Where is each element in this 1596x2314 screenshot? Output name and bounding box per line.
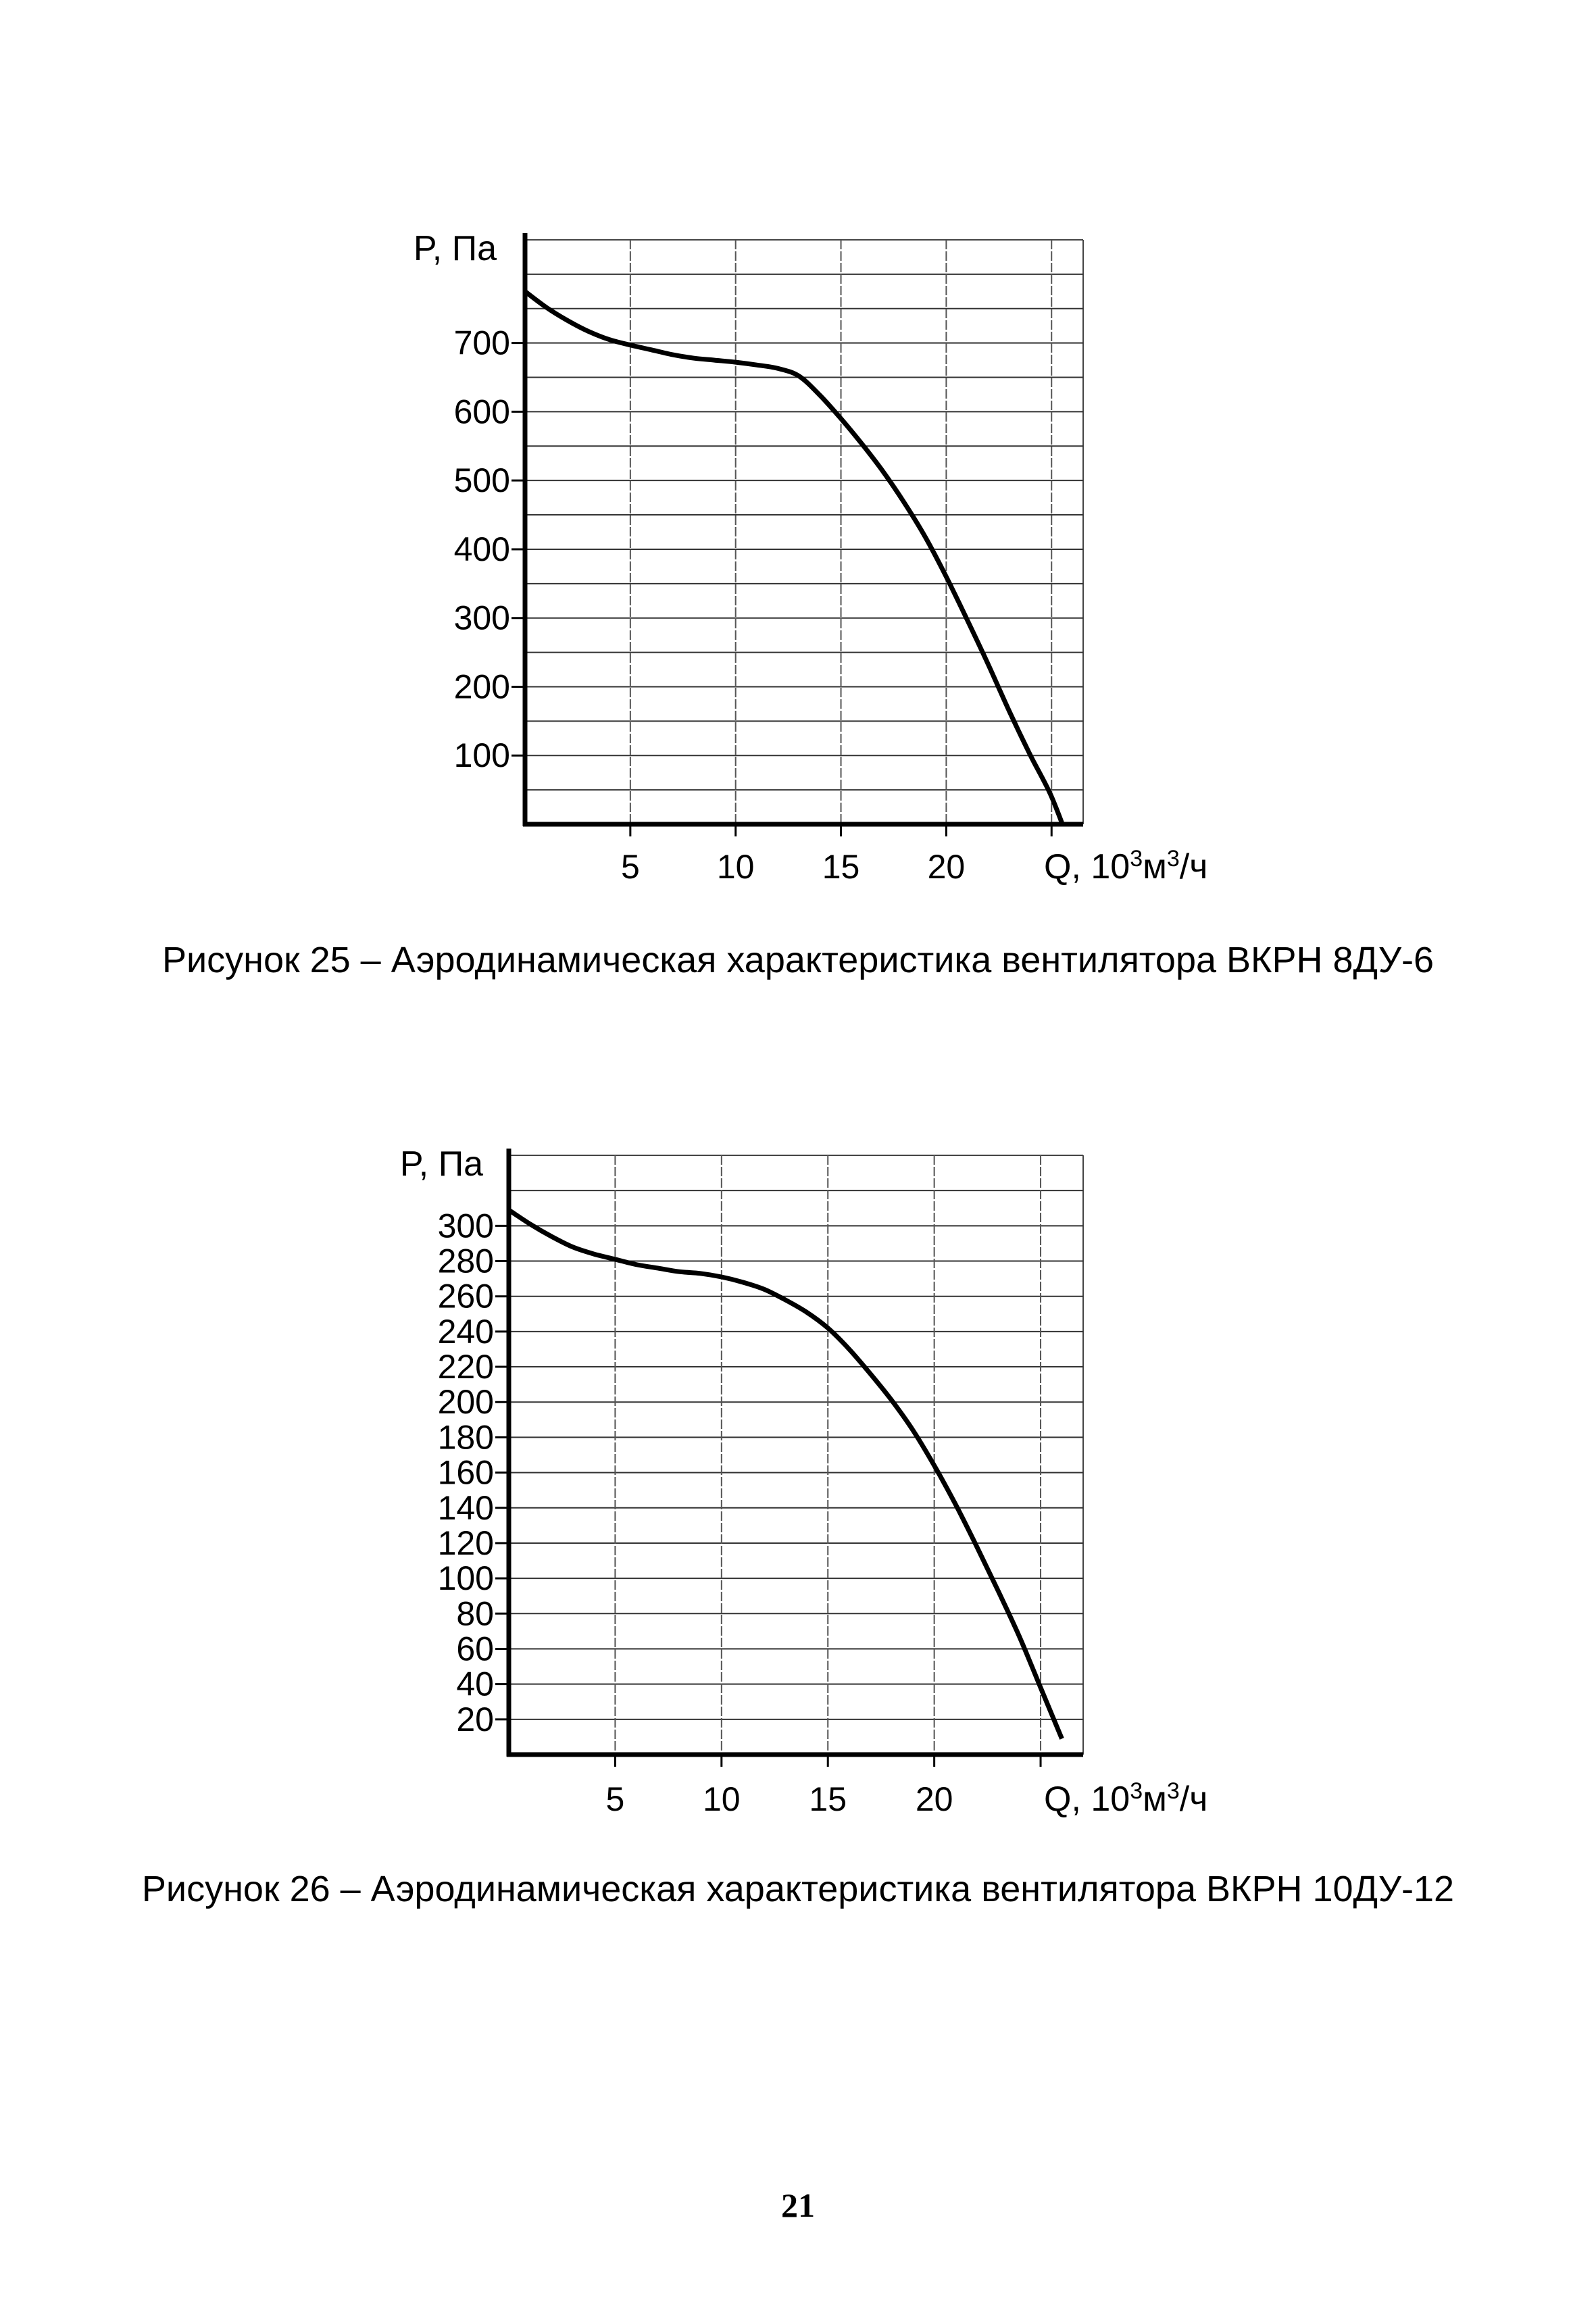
caption-fig26: Рисунок 26 – Аэродинамическая характерис…: [141, 1869, 1455, 1909]
x-tick-label: 5: [621, 848, 640, 886]
x-axis-title: Q, 103м3/ч: [1044, 1778, 1207, 1819]
series-line: [523, 289, 1065, 823]
y-tick-label: 300: [438, 1207, 494, 1244]
x-tick-label: 15: [809, 1780, 847, 1818]
y-tick-label: 100: [454, 736, 510, 774]
y-tick-label: 100: [438, 1559, 494, 1597]
y-axis-title: P, Па: [400, 1145, 483, 1184]
y-tick-label: 60: [456, 1630, 494, 1667]
series-line: [507, 1207, 1064, 1740]
x-tick-label: 5: [606, 1780, 625, 1818]
y-tick-label: 400: [454, 530, 510, 568]
y-tick-label: 160: [438, 1454, 494, 1492]
y-tick-label: 240: [438, 1313, 494, 1351]
chart-fig25: 100 200 300 400 500 600 700 5 10 15 20 P, Па Q, 103м…: [414, 229, 1208, 886]
y-tick-label: 180: [438, 1418, 494, 1456]
y-tick-label: 300: [454, 599, 510, 637]
y-tick-label: 80: [456, 1594, 494, 1632]
y-tick-label: 700: [454, 324, 510, 362]
x-tick-label: 15: [822, 848, 860, 886]
x-tick-label: 10: [703, 1780, 741, 1818]
y-tick-label: 140: [438, 1489, 494, 1527]
y-tick-label: 500: [454, 461, 510, 499]
y-axis-title: P, Па: [414, 229, 497, 268]
page-number: 21: [781, 2186, 815, 2224]
y-tick-label: 260: [438, 1278, 494, 1315]
x-tick-label: 10: [717, 848, 755, 886]
x-tick-label: 20: [928, 848, 966, 886]
y-tick-label: 40: [456, 1665, 494, 1703]
x-axis-title: Q, 103м3/ч: [1044, 846, 1207, 886]
y-tick-label: 20: [456, 1701, 494, 1738]
caption-fig25: Рисунок 25 – Аэродинамическая характерис…: [161, 940, 1435, 980]
y-tick-label: 280: [438, 1242, 494, 1280]
y-tick-label: 200: [438, 1383, 494, 1421]
y-tick-label: 220: [438, 1348, 494, 1386]
y-tick-label: 200: [454, 668, 510, 705]
chart-fig26: 2040608010012014016018020022024026028030…: [400, 1145, 1208, 1819]
x-tick-label: 20: [916, 1780, 953, 1818]
y-tick-label: 120: [438, 1524, 494, 1562]
y-tick-label: 600: [454, 393, 510, 430]
